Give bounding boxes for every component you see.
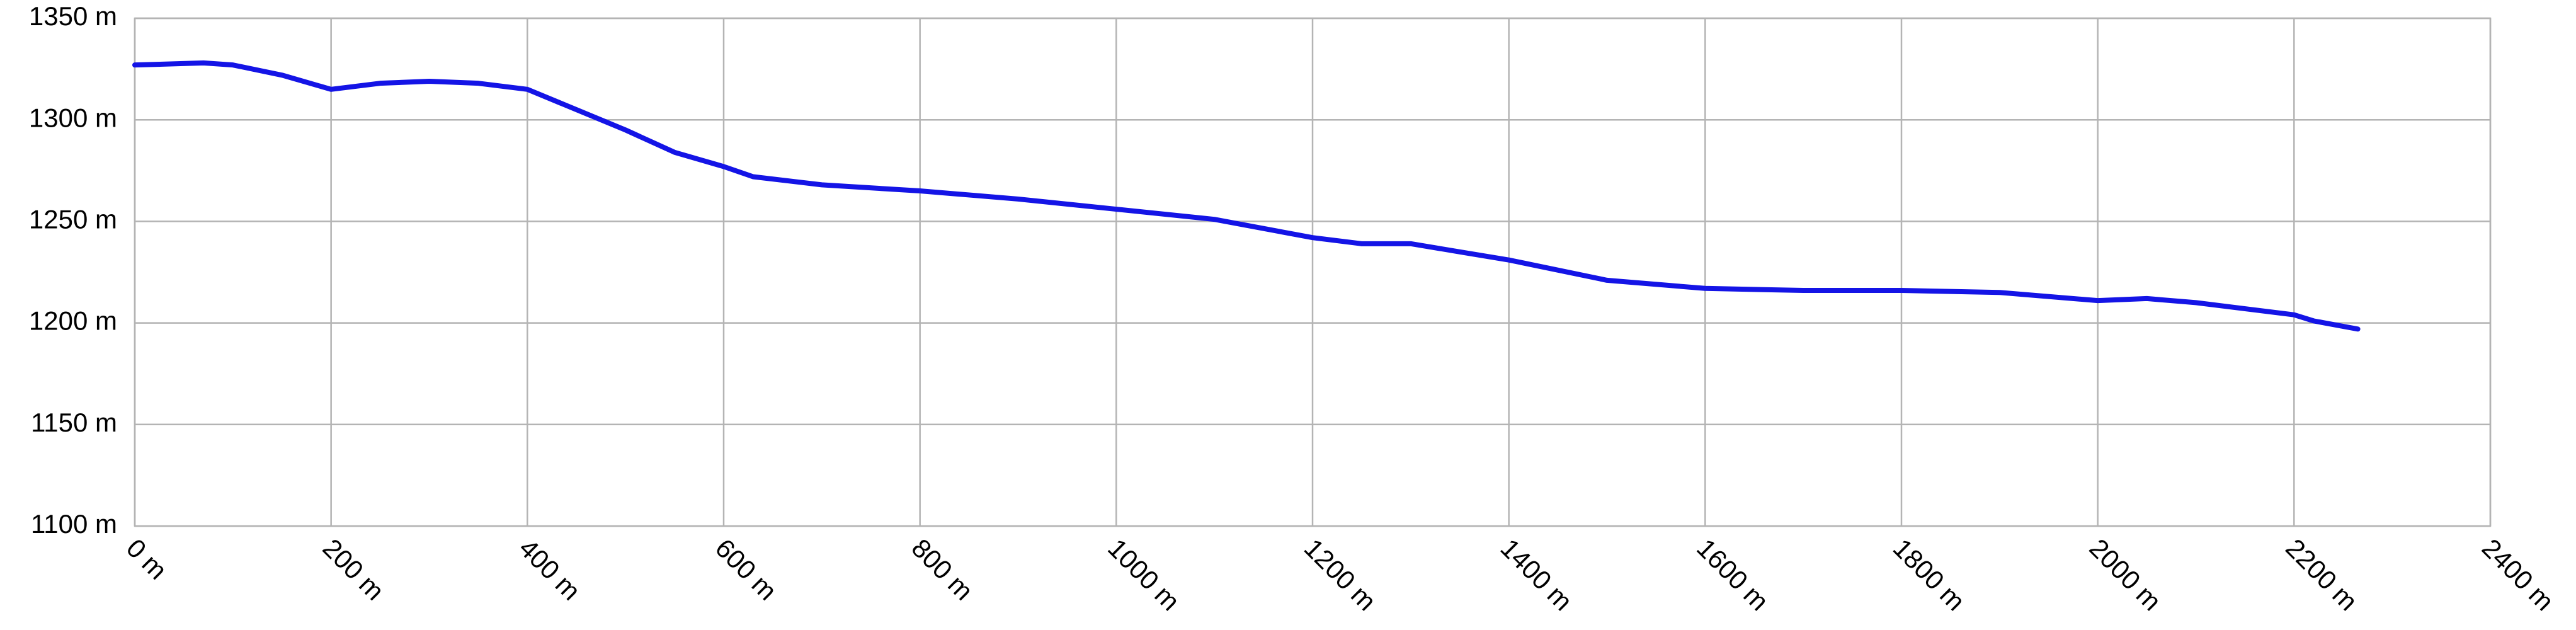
x-tick-label: 0 m	[121, 533, 173, 585]
y-tick-label: 1300 m	[29, 103, 117, 132]
x-tick-label: 200 m	[317, 533, 390, 606]
x-tick-label: 600 m	[710, 533, 783, 606]
plot-frame	[134, 17, 2492, 527]
x-tick-label: 1000 m	[1102, 533, 1185, 616]
y-tick-label: 1350 m	[29, 1, 117, 31]
x-tick-label: 1600 m	[1691, 533, 1774, 616]
x-tick-label: 1200 m	[1299, 533, 1382, 616]
x-tick-label: 2200 m	[2280, 533, 2363, 616]
x-tick-label: 2400 m	[2476, 533, 2560, 616]
x-tick-label: 800 m	[906, 533, 979, 606]
x-tick-label: 1400 m	[1495, 533, 1578, 616]
y-tick-label: 1250 m	[29, 204, 117, 234]
y-tick-label: 1100 m	[31, 509, 117, 539]
x-tick-label: 2000 m	[2083, 533, 2167, 616]
y-tick-label: 1150 m	[31, 408, 117, 437]
x-tick-label: 400 m	[513, 533, 586, 606]
x-tick-label: 1800 m	[1888, 533, 1971, 616]
y-tick-label: 1200 m	[29, 306, 117, 336]
elevation-line	[132, 60, 2361, 332]
